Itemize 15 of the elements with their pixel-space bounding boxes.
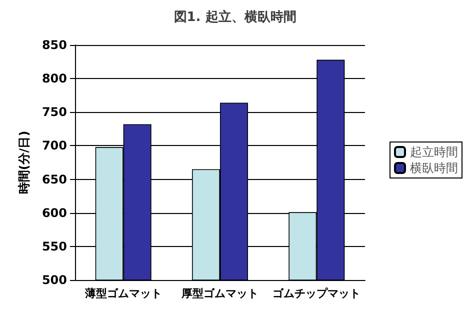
y-tick-label: 850 (42, 38, 67, 52)
x-tick-label: 厚型ゴムマット (180, 287, 258, 300)
y-axis-title: 時間(分/日) (17, 130, 31, 194)
y-tick-label: 500 (42, 273, 67, 287)
legend-label: 横臥時間 (410, 161, 458, 175)
y-tick-label: 650 (42, 172, 67, 186)
x-tick-label: ゴムチップマット (272, 287, 361, 300)
y-tick-label: 750 (42, 105, 67, 120)
y-tick-label: 600 (42, 206, 67, 220)
x-tick-label: 薄型ゴムマット (84, 287, 162, 300)
chart-title: 図1. 起立、横臥時間 (174, 9, 296, 25)
y-tick-label: 800 (42, 72, 67, 86)
y-tick-label: 700 (42, 138, 67, 153)
y-tick-label: 550 (42, 239, 67, 254)
legend-label: 起立時間 (410, 145, 458, 159)
